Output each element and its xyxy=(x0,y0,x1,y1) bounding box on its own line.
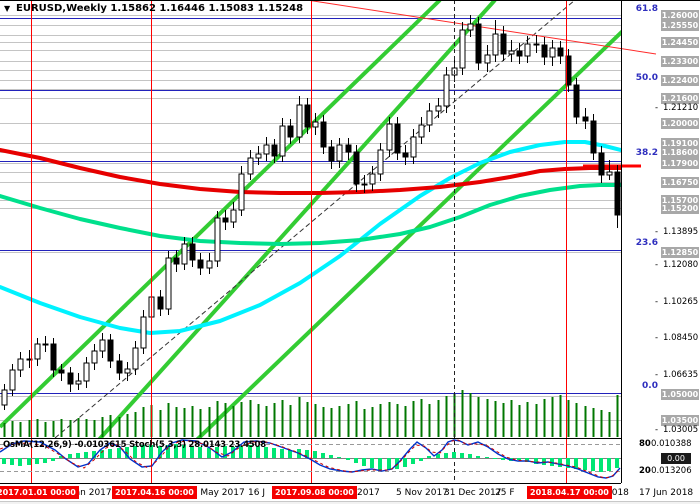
price-scale-label: 1.06635 xyxy=(663,370,699,380)
date-event-badge: 2017.01.01 00:00 xyxy=(0,486,79,499)
date-event-badge: 2018.04.17 00:00 xyxy=(527,486,612,499)
chart-title-ohlc: EURUSD,Weekly 1.15862 1.16446 1.15083 1.… xyxy=(16,3,304,14)
price-level-badge: 1.24450 xyxy=(661,37,699,48)
date-scale-label: 17 Jun 2018 xyxy=(639,488,694,498)
fibonacci-level-label: 38.2 xyxy=(635,148,658,158)
date-scale-label: 25 F xyxy=(495,488,515,498)
candlesticks xyxy=(1,15,621,410)
stoch-20-level-label: 20 xyxy=(639,466,651,476)
osma-zero-badge: 0.00 xyxy=(661,453,691,464)
date-scale-label: 2018 xyxy=(606,488,629,498)
support-resistance-lines xyxy=(0,15,621,421)
price-scale-label: 1.10265 xyxy=(663,297,699,307)
stoch-k-line xyxy=(0,439,621,479)
price-scale-label: 1.03005 xyxy=(663,425,699,435)
price-scale-label: 1.13895 xyxy=(663,227,699,237)
price-level-badge: 1.12850 xyxy=(661,247,699,258)
price-level-badge: 1.22400 xyxy=(661,75,699,86)
axis-tick: - xyxy=(655,425,659,435)
price-level-badge: 1.17900 xyxy=(661,158,699,169)
price-level-badge: 1.03500 xyxy=(661,415,699,426)
price-level-badge: 1.20000 xyxy=(661,118,699,129)
fibonacci-level-label: 23.6 xyxy=(635,238,658,248)
date-scale-label: 5 Nov 2017 xyxy=(396,488,448,498)
price-scale-label: 1.08450 xyxy=(663,333,699,343)
fibonacci-level-label: 50.0 xyxy=(635,73,658,83)
axis-tick: - xyxy=(655,297,659,307)
axis-tick: - xyxy=(655,260,659,270)
osma-min-label: -0.013206 xyxy=(648,466,692,476)
price-level-badge: 1.26000 xyxy=(661,10,699,21)
ma-springgreen-line xyxy=(0,183,621,246)
date-scale-label: 16 J xyxy=(248,488,265,498)
date-scale-label: 21 May 2017 xyxy=(186,488,245,498)
osma-max-label: 0.010388 xyxy=(651,439,692,449)
price-scale-label: 1.12080 xyxy=(663,260,699,270)
price-level-badge: 1.21600 xyxy=(661,93,699,104)
stoch-80-level-label: 80 xyxy=(639,439,651,449)
fibonacci-level-label: 0.0 xyxy=(642,381,658,391)
date-event-badge: 2017.04.16 00:00 xyxy=(112,486,197,499)
expand-indicators-icon[interactable]: ▼ xyxy=(4,4,11,13)
price-level-badge: 1.16750 xyxy=(661,177,699,188)
stoch-d-line xyxy=(0,439,619,479)
axis-tick: - xyxy=(655,103,659,113)
price-level-badge: 1.25550 xyxy=(661,20,699,31)
price-scale-label: 1.21210 xyxy=(663,103,699,113)
price-level-badge: 1.05000 xyxy=(661,389,699,400)
fibonacci-level-label: 61.8 xyxy=(635,4,658,14)
price-level-badge: 1.15200 xyxy=(661,203,699,214)
oscillator-indicator-label: OsMA(12,26,9) -0.0103615 Stoch(5,3,3) 28… xyxy=(3,440,266,450)
axis-tick: - xyxy=(655,227,659,237)
date-event-badge: 2017.09.08 00:00 xyxy=(272,486,357,499)
price-level-badge: 1.18600 xyxy=(661,147,699,158)
date-scale-label: Jan 2017 xyxy=(72,488,112,498)
vertical-event-lines[interactable] xyxy=(31,0,567,483)
fibonacci-lines xyxy=(0,18,621,394)
date-scale-label: 2017 xyxy=(357,488,380,498)
ma-red-line xyxy=(0,148,621,195)
price-level-badge: 1.19100 xyxy=(661,138,699,149)
axis-tick: - xyxy=(655,370,659,380)
price-level-badge: 1.23300 xyxy=(661,56,699,67)
date-scale-label: 31 Dec 2017 xyxy=(444,488,502,498)
price-level-badge: 1.15700 xyxy=(661,195,699,206)
window-bottom-strip xyxy=(0,501,700,504)
axis-tick: - xyxy=(655,333,659,343)
